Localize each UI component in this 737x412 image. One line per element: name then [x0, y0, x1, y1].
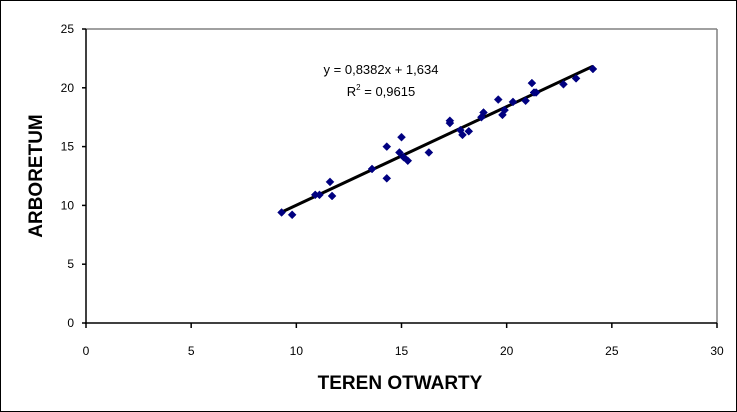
trendline-path: [280, 64, 594, 214]
x-axis-ticks: 0 5 10 15 20 25 30: [83, 323, 724, 358]
y-tick-label: 20: [61, 81, 75, 95]
data-point: [403, 156, 413, 166]
data-point: [500, 105, 509, 115]
x-tick-label: 10: [290, 344, 304, 358]
data-point: [559, 79, 568, 89]
data-point: [527, 78, 537, 88]
data-point: [458, 130, 467, 140]
x-tick-label: 30: [710, 344, 724, 358]
y-tick-label: 25: [61, 22, 75, 36]
x-tick-label: 20: [500, 344, 514, 358]
data-point: [424, 148, 434, 157]
y-tick-label: 5: [67, 257, 74, 271]
data-point: [382, 173, 392, 183]
trendline-equation: y = 0,8382x + 1,634: [324, 62, 439, 77]
y-tick-label: 15: [61, 140, 75, 154]
data-point: [287, 210, 297, 220]
x-axis-title: TEREN OTWARTY: [318, 373, 483, 394]
r-squared-label: R2 = 0,9615: [347, 83, 415, 99]
data-point: [493, 95, 503, 104]
data-point: [367, 164, 377, 174]
data-point: [325, 177, 335, 187]
data-point: [445, 118, 455, 128]
x-tick-label: 15: [395, 344, 409, 358]
data-point: [277, 208, 286, 217]
data-point: [479, 108, 488, 117]
data-point: [382, 142, 392, 151]
y-tick-label: 0: [67, 316, 74, 330]
x-tick-label: 5: [188, 344, 195, 358]
data-point: [395, 148, 404, 157]
data-point: [315, 190, 324, 200]
data-point: [521, 96, 530, 106]
data-point: [397, 132, 406, 142]
trendline: [280, 64, 594, 214]
data-point: [588, 64, 598, 74]
y-axis-ticks: 0 5 10 15 20 25: [61, 22, 86, 330]
r-squared-prefix: R: [347, 84, 356, 99]
x-tick-label: 0: [83, 344, 90, 358]
r-squared-superscript: 2: [356, 83, 361, 92]
data-point: [508, 97, 518, 107]
data-point: [531, 88, 541, 97]
plot-area: [86, 29, 717, 323]
data-point: [571, 74, 581, 83]
y-axis-title: ARBORETUM: [26, 114, 47, 238]
data-points: [277, 64, 598, 220]
x-tick-label: 25: [605, 344, 619, 358]
data-point: [464, 126, 474, 136]
r-squared-value: = 0,9615: [361, 84, 416, 99]
data-point: [327, 191, 337, 201]
y-tick-label: 10: [61, 198, 75, 212]
